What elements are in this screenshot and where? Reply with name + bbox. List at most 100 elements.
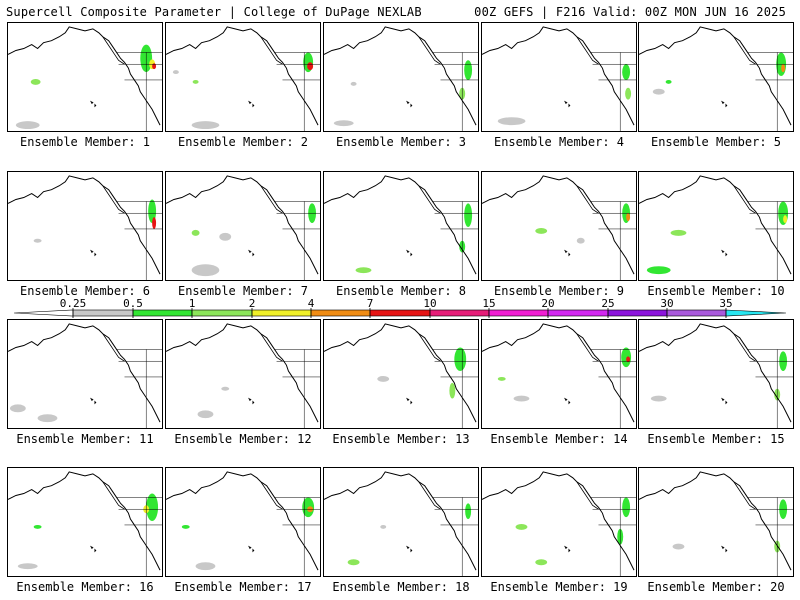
map-boundary-line: [324, 323, 477, 423]
ensemble-map-panel: [7, 319, 163, 429]
map-boundary-line: [324, 26, 477, 126]
map-boundary-line: [482, 26, 635, 126]
map-boundary-line: [590, 497, 636, 576]
map-graphic: [482, 471, 636, 576]
scp-shading: [670, 229, 687, 236]
map-boundary-line: [432, 201, 478, 280]
scp-shading: [464, 203, 473, 227]
map-graphic: [8, 26, 162, 131]
map-boundary-line: [418, 333, 441, 362]
color-scale-tick-label: 4: [308, 298, 315, 310]
ensemble-map-panel: [638, 22, 794, 132]
scp-shading: [652, 88, 665, 95]
header-title: Supercell Composite Parameter | College …: [6, 5, 422, 19]
ensemble-member-label: Ensemble Member: 4: [493, 135, 625, 149]
scp-shading: [191, 229, 200, 236]
map-boundary-line: [102, 481, 125, 510]
scp-shading: [449, 382, 456, 399]
scp-shading: [221, 386, 230, 391]
color-scale-segment: [429, 309, 490, 317]
map-boundary-line: [274, 201, 320, 280]
map-boundary-line: [733, 36, 756, 65]
page-header: Supercell Composite Parameter | College …: [0, 0, 800, 22]
scp-shading: [781, 64, 786, 73]
map-graphic: [166, 471, 320, 576]
scp-shading: [9, 404, 26, 413]
map-boundary-line: [166, 471, 319, 571]
ensemble-member-label: Ensemble Member: 11: [16, 432, 154, 446]
map-boundary-line: [102, 185, 125, 214]
map-graphic: [8, 471, 162, 576]
map-graphic: [8, 323, 162, 428]
ensemble-member-label: Ensemble Member: 1: [19, 135, 151, 149]
map-boundary-line: [721, 397, 728, 405]
scp-shading: [380, 524, 387, 529]
ensemble-member-label: Ensemble Member: 8: [335, 284, 467, 298]
scp-shading: [30, 78, 41, 85]
map-boundary-line: [564, 249, 571, 257]
map-boundary-line: [747, 201, 793, 280]
color-scale-segment: [132, 309, 193, 317]
ensemble-map-panel: [323, 22, 479, 132]
ensemble-map-panel: [7, 22, 163, 132]
map-boundary-line: [721, 100, 728, 108]
map-boundary-line: [418, 185, 441, 214]
scp-shading: [513, 395, 530, 402]
map-boundary-line: [406, 249, 413, 257]
map-boundary-line: [639, 471, 792, 571]
scp-shading: [350, 81, 357, 86]
map-boundary-line: [576, 333, 599, 362]
header-run-info: 00Z GEFS | F216 Valid: 00Z MON JUN 16 20…: [474, 5, 786, 19]
scp-shading: [622, 64, 631, 80]
map-boundary-line: [248, 545, 255, 553]
ensemble-member-label: Ensemble Member: 13: [332, 432, 470, 446]
scp-shading: [197, 410, 214, 419]
scp-shading: [515, 523, 528, 530]
scp-shading: [622, 497, 631, 518]
scp-shading: [377, 375, 390, 382]
ensemble-member-label: Ensemble Member: 16: [16, 580, 154, 594]
map-boundary-line: [564, 100, 571, 108]
map-boundary-line: [564, 397, 571, 405]
map-boundary-line: [733, 481, 756, 510]
ensemble-map-panel: [165, 171, 321, 281]
map-boundary-line: [260, 185, 283, 214]
map-boundary-line: [406, 100, 413, 108]
map-graphic: [639, 471, 793, 576]
scp-shading: [33, 238, 42, 243]
scp-shading: [665, 79, 672, 84]
map-graphic: [639, 323, 793, 428]
map-boundary-line: [166, 323, 319, 423]
ensemble-member-label: Ensemble Member: 20: [647, 580, 785, 594]
map-boundary-line: [576, 36, 599, 65]
map-boundary-line: [564, 545, 571, 553]
map-boundary-line: [482, 323, 635, 423]
color-scale-tick-label: 10: [423, 298, 436, 310]
ensemble-member-label: Ensemble Member: 12: [174, 432, 312, 446]
ensemble-member-label: Ensemble Member: 19: [490, 580, 628, 594]
map-boundary-line: [90, 100, 97, 108]
map-boundary-line: [116, 52, 162, 131]
map-boundary-line: [639, 323, 792, 423]
map-boundary-line: [576, 481, 599, 510]
map-boundary-line: [747, 497, 793, 576]
map-boundary-line: [406, 397, 413, 405]
map-boundary-line: [576, 185, 599, 214]
ensemble-member-label: Ensemble Member: 6: [19, 284, 151, 298]
map-boundary-line: [324, 471, 477, 571]
scp-shading: [191, 264, 220, 277]
scp-shading: [307, 62, 314, 71]
ensemble-map-panel: [323, 319, 479, 429]
ensemble-member-label: Ensemble Member: 3: [335, 135, 467, 149]
ensemble-map-panel: [323, 467, 479, 577]
ensemble-map-panel: [638, 467, 794, 577]
color-scale-tick-label: 7: [367, 298, 374, 310]
ensemble-map-panel: [638, 319, 794, 429]
map-boundary-line: [8, 26, 161, 126]
map-graphic: [639, 175, 793, 280]
scp-shading: [497, 376, 506, 381]
map-graphic: [166, 26, 320, 131]
ensemble-member-label: Ensemble Member: 14: [490, 432, 628, 446]
map-boundary-line: [747, 52, 793, 131]
ensemble-map-panel: [7, 171, 163, 281]
